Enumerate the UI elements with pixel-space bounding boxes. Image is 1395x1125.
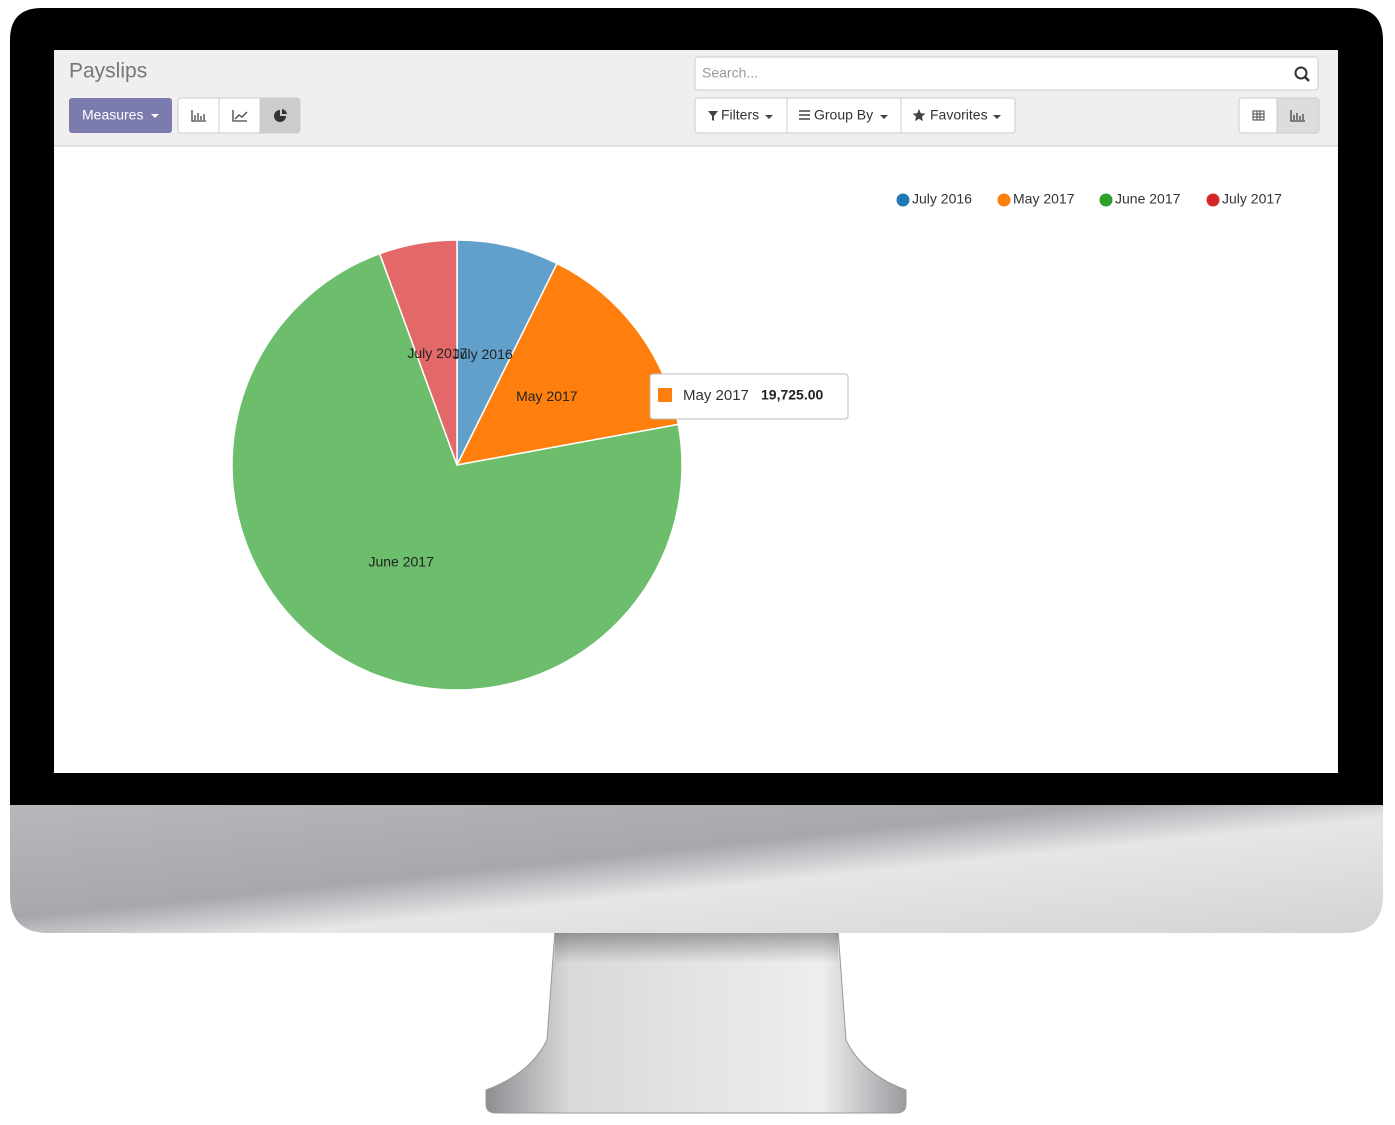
legend-label[interactable]: July 2016 bbox=[912, 191, 972, 207]
search-options: Filters Group By Favorites bbox=[694, 97, 1016, 134]
legend-label[interactable]: May 2017 bbox=[1013, 191, 1075, 207]
stand-shadow bbox=[555, 930, 838, 1040]
legend-dot bbox=[1099, 193, 1113, 207]
group-icon[interactable] bbox=[799, 110, 810, 120]
pie-slice bbox=[456, 239, 559, 466]
pie-slice bbox=[231, 252, 683, 691]
page-title: Payslips bbox=[69, 60, 147, 83]
search-icon[interactable] bbox=[1294, 66, 1308, 80]
pie-view-icon[interactable] bbox=[274, 109, 287, 122]
options-group bbox=[694, 97, 1016, 134]
filters-button[interactable]: Filters bbox=[721, 107, 759, 123]
line-view-icon[interactable] bbox=[232, 110, 248, 122]
graph-layout-active[interactable] bbox=[1277, 98, 1319, 133]
table-icon[interactable] bbox=[1252, 110, 1265, 121]
caret bbox=[765, 115, 773, 119]
caret bbox=[993, 115, 1001, 119]
measures-label: Measures bbox=[82, 107, 143, 123]
legend-dot bbox=[896, 193, 910, 207]
tooltip-key: May 2017 bbox=[683, 387, 749, 404]
legend-label[interactable]: July 2017 bbox=[1222, 191, 1282, 207]
pie-slice bbox=[378, 239, 458, 466]
legend-label[interactable]: June 2017 bbox=[1115, 191, 1181, 207]
slice-label: July 2016 bbox=[453, 346, 513, 362]
caret bbox=[880, 115, 888, 119]
bar-view-icon[interactable] bbox=[191, 110, 206, 122]
tooltip-value: 19,725.00 bbox=[761, 387, 823, 403]
tooltip-box bbox=[649, 373, 849, 420]
star-icon[interactable] bbox=[912, 109, 926, 122]
view-switcher bbox=[177, 97, 301, 134]
layout-switcher bbox=[1238, 97, 1320, 134]
tooltip: May 2017 19,725.00 bbox=[649, 373, 849, 420]
graph-icon[interactable] bbox=[1290, 110, 1305, 122]
legend-dot bbox=[1206, 193, 1220, 207]
group-by-button[interactable]: Group By bbox=[814, 107, 873, 123]
monitor-chin bbox=[10, 790, 1383, 933]
measures-button[interactable] bbox=[69, 98, 172, 133]
legend-dot bbox=[997, 193, 1011, 207]
favorites-button[interactable]: Favorites bbox=[930, 107, 988, 123]
slice-label: May 2017 bbox=[516, 388, 578, 404]
filter-icon[interactable] bbox=[708, 111, 718, 121]
search-icon-handle bbox=[1304, 76, 1310, 82]
slice-label: June 2017 bbox=[368, 553, 434, 569]
search-placeholder: Search... bbox=[702, 65, 758, 81]
tooltip-swatch bbox=[658, 388, 672, 402]
slice-label: July 2017 bbox=[407, 345, 467, 361]
search-box[interactable] bbox=[694, 56, 1319, 91]
caret bbox=[151, 114, 159, 118]
